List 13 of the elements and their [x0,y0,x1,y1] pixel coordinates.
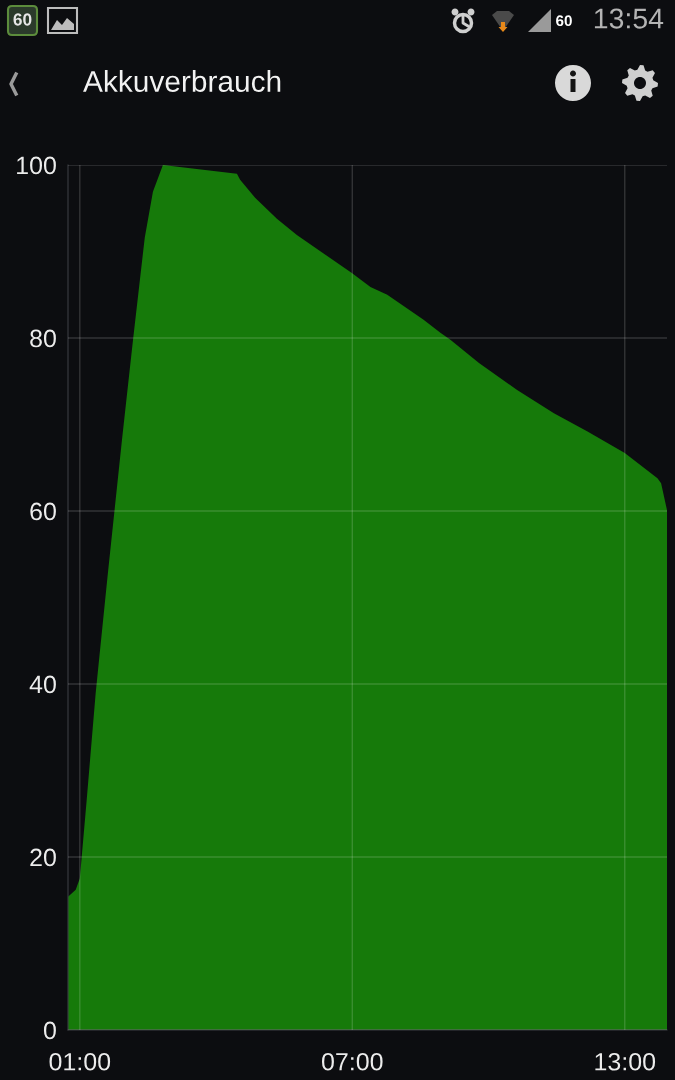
y-tick-label: 80 [30,329,56,348]
chart-title: Akkuverbrauch [83,70,281,93]
y-tick-label: 40 [29,675,56,694]
text: 60 [13,13,32,26]
y-tick-label: 60 [30,502,56,521]
y-tick-label: 0 [43,1021,56,1040]
x-tick-label: 07:00 [321,1052,383,1071]
y-tick-label: 100 [17,156,56,175]
text: 60 [556,15,572,27]
x-tick-label: 13:00 [595,1052,656,1071]
x-tick-label: 01:00 [49,1052,111,1071]
y-tick-label: 20 [30,848,56,867]
text: 13:54 [594,8,664,29]
